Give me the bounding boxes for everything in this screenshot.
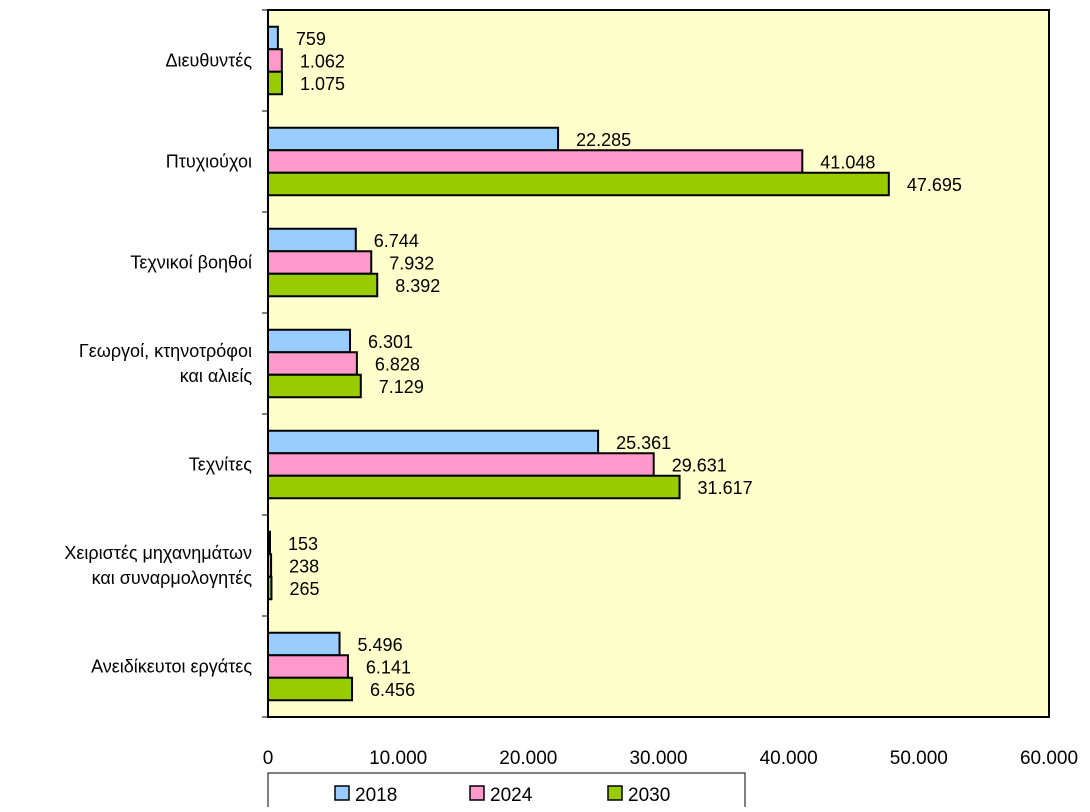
category-labels: Διευθυντές Πτυχιούχοι Τεχνικοί βοηθοί Γεωργ…: [64, 51, 252, 677]
bar-2024: [267, 553, 273, 578]
category-label: Ανειδίκευτοι εργάτες: [91, 657, 252, 677]
bar-2018: [267, 126, 560, 152]
x-tick-label: 0: [263, 748, 274, 769]
data-label: 5.496: [358, 635, 403, 655]
bar-2030: [267, 575, 273, 601]
bars-layer: [267, 25, 890, 702]
category-label: και αλιείς: [180, 366, 253, 386]
category-label: Γεωργοί, κτηνοτρόφοι: [79, 341, 252, 361]
bar-2024: [267, 250, 373, 275]
x-tick-label: 50.000: [890, 748, 948, 769]
data-label: 22.285: [576, 130, 631, 150]
data-label: 29.631: [672, 456, 727, 476]
legend-label-2030: 2030: [628, 785, 670, 806]
legend-swatch-2024: [469, 785, 485, 801]
data-label: 6.744: [374, 231, 419, 251]
x-tick-label: 10.000: [369, 748, 427, 769]
bar-2030: [267, 474, 681, 500]
category-label: Τεχνικοί βοηθοί: [130, 253, 252, 273]
bar-2024: [267, 452, 655, 477]
category-label: Χειριστές μηχανημάτων: [64, 543, 252, 563]
legend: 2018 2024 2030: [267, 772, 746, 810]
bar-2030: [267, 676, 354, 702]
data-label: 7.129: [379, 377, 424, 397]
bar-2018: [267, 227, 357, 253]
legend-label-2018: 2018: [355, 785, 397, 806]
x-tick-label: 30.000: [629, 748, 687, 769]
data-label: 47.695: [907, 175, 962, 195]
data-label: 6.141: [366, 658, 411, 678]
x-axis-ticks: 0 10.000 20.000 30.000 40.000 50.000 60.000: [262, 9, 1078, 769]
bar-2030: [267, 171, 890, 197]
data-label: 25.361: [616, 433, 671, 453]
data-label: 6.301: [368, 332, 413, 352]
data-label: 153: [288, 534, 318, 554]
data-label: 41.048: [820, 153, 875, 173]
bar-2030: [267, 70, 283, 96]
category-label: Τεχνίτες: [189, 455, 253, 475]
data-label: 8.392: [395, 276, 440, 296]
bar-2030: [267, 272, 379, 298]
bar-2018: [267, 429, 600, 455]
category-label: Διευθυντές: [165, 51, 252, 71]
legend-label-2024: 2024: [490, 785, 533, 806]
category-label: Πτυχιούχοι: [166, 152, 252, 172]
bar-2024: [267, 149, 804, 174]
legend-swatch-2018: [334, 785, 350, 801]
data-label: 1.062: [300, 52, 345, 72]
x-tick-label: 20.000: [499, 748, 557, 769]
bar-2024: [267, 351, 358, 376]
data-label: 6.828: [375, 355, 420, 375]
bar-2018: [267, 25, 279, 51]
bar-2024: [267, 654, 349, 679]
data-label: 7.932: [389, 254, 434, 274]
bar-2030: [267, 373, 362, 399]
data-label: 759: [296, 29, 326, 49]
bar-2024: [267, 48, 283, 73]
x-tick-label: 60.000: [1020, 748, 1078, 769]
legend-swatch-2030: [607, 785, 623, 801]
data-label: 31.617: [698, 478, 753, 498]
data-label: 238: [289, 557, 319, 577]
category-label: και συναρμολογητές: [92, 568, 253, 588]
data-label: 1.075: [300, 74, 345, 94]
bar-2018: [267, 530, 271, 556]
data-label: 6.456: [370, 680, 415, 700]
data-label: 265: [289, 579, 319, 599]
bar-2018: [267, 631, 341, 657]
x-tick-label: 40.000: [760, 748, 818, 769]
bar-2018: [267, 328, 352, 354]
